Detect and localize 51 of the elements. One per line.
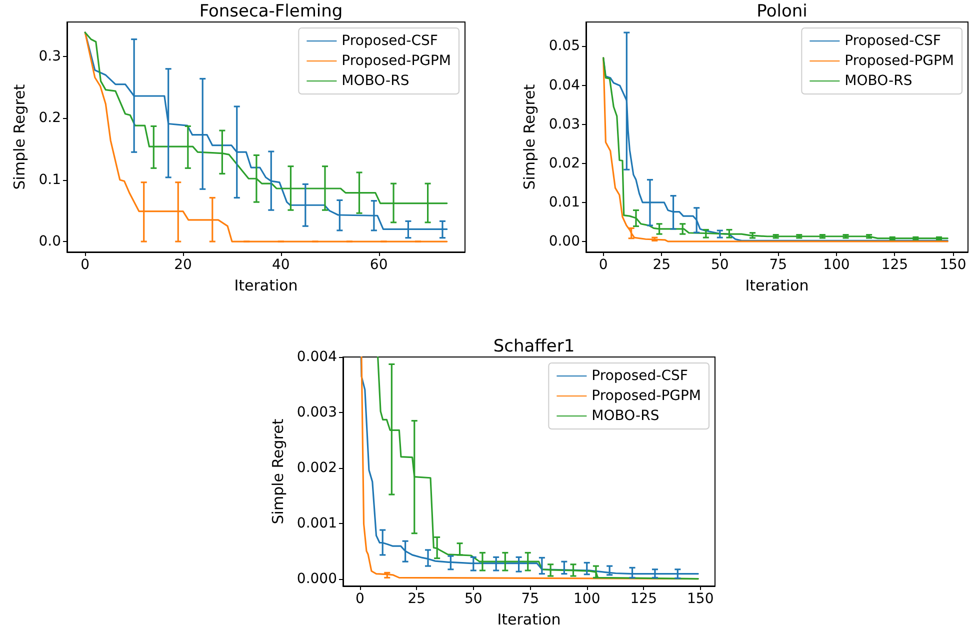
chart-title: Schaffer1 xyxy=(493,336,575,356)
y-tick-label: 0.01 xyxy=(548,194,580,210)
x-tick-label: 150 xyxy=(940,257,966,273)
legend-label: MOBO-RS xyxy=(844,73,912,89)
y-tick-label: 0.05 xyxy=(548,38,580,54)
x-tick-label: 75 xyxy=(521,591,540,607)
x-tick-label: 0 xyxy=(80,257,90,273)
y-axis-title: Simple Regret xyxy=(10,84,28,190)
y-tick-label: 0.3 xyxy=(38,48,61,65)
legend-label: MOBO-RS xyxy=(342,73,410,89)
y-tick-label: 0.004 xyxy=(296,349,338,365)
y-axis-title: Simple Regret xyxy=(520,84,539,190)
y-axis-title: Simple Regret xyxy=(269,418,287,524)
y-tick-label: 0.003 xyxy=(296,404,337,420)
x-tick-label: 50 xyxy=(710,257,729,273)
y-tick-label: 0.000 xyxy=(296,570,337,587)
y-tick-label: 0.00 xyxy=(548,233,580,250)
legend-label: MOBO-RS xyxy=(592,408,660,424)
y-tick-label: 0.02 xyxy=(548,155,580,172)
chart-title: Fonseca-Fleming xyxy=(199,2,343,22)
x-tick-label: 60 xyxy=(370,257,388,273)
x-tick-label: 50 xyxy=(464,591,482,607)
y-tick-label: 0.2 xyxy=(38,110,61,126)
x-tick-label: 100 xyxy=(823,257,850,273)
legend-label: Proposed-CSF xyxy=(592,368,688,384)
x-tick-label: 25 xyxy=(652,257,671,273)
y-tick-label: 0.0 xyxy=(38,234,61,250)
y-tick-label: 0.002 xyxy=(296,460,337,476)
legend-label: Proposed-PGPM xyxy=(342,53,452,69)
x-tick-label: 125 xyxy=(881,257,908,273)
chart-title: Poloni xyxy=(756,2,808,22)
legend-label: Proposed-CSF xyxy=(342,33,438,49)
y-tick-label: 0.04 xyxy=(548,77,580,94)
x-axis-title: Iteration xyxy=(497,610,561,628)
x-tick-label: 100 xyxy=(574,591,600,607)
x-tick-label: 0 xyxy=(355,591,364,607)
x-tick-label: 40 xyxy=(272,257,290,273)
x-tick-label: 0 xyxy=(598,257,608,273)
legend-label: Proposed-PGPM xyxy=(844,53,954,69)
x-tick-label: 150 xyxy=(686,591,714,607)
legend-label: Proposed-PGPM xyxy=(592,388,702,404)
y-tick-label: 0.03 xyxy=(548,116,580,132)
x-tick-label: 125 xyxy=(630,591,657,607)
y-tick-label: 0.001 xyxy=(296,515,337,532)
x-tick-label: 75 xyxy=(769,257,788,273)
y-tick-label: 0.1 xyxy=(38,172,61,188)
legend-label: Proposed-CSF xyxy=(844,33,941,49)
x-tick-label: 25 xyxy=(408,591,426,607)
x-tick-label: 20 xyxy=(174,257,192,273)
x-axis-title: Iteration xyxy=(234,276,298,294)
x-axis-title: Iteration xyxy=(745,276,809,294)
